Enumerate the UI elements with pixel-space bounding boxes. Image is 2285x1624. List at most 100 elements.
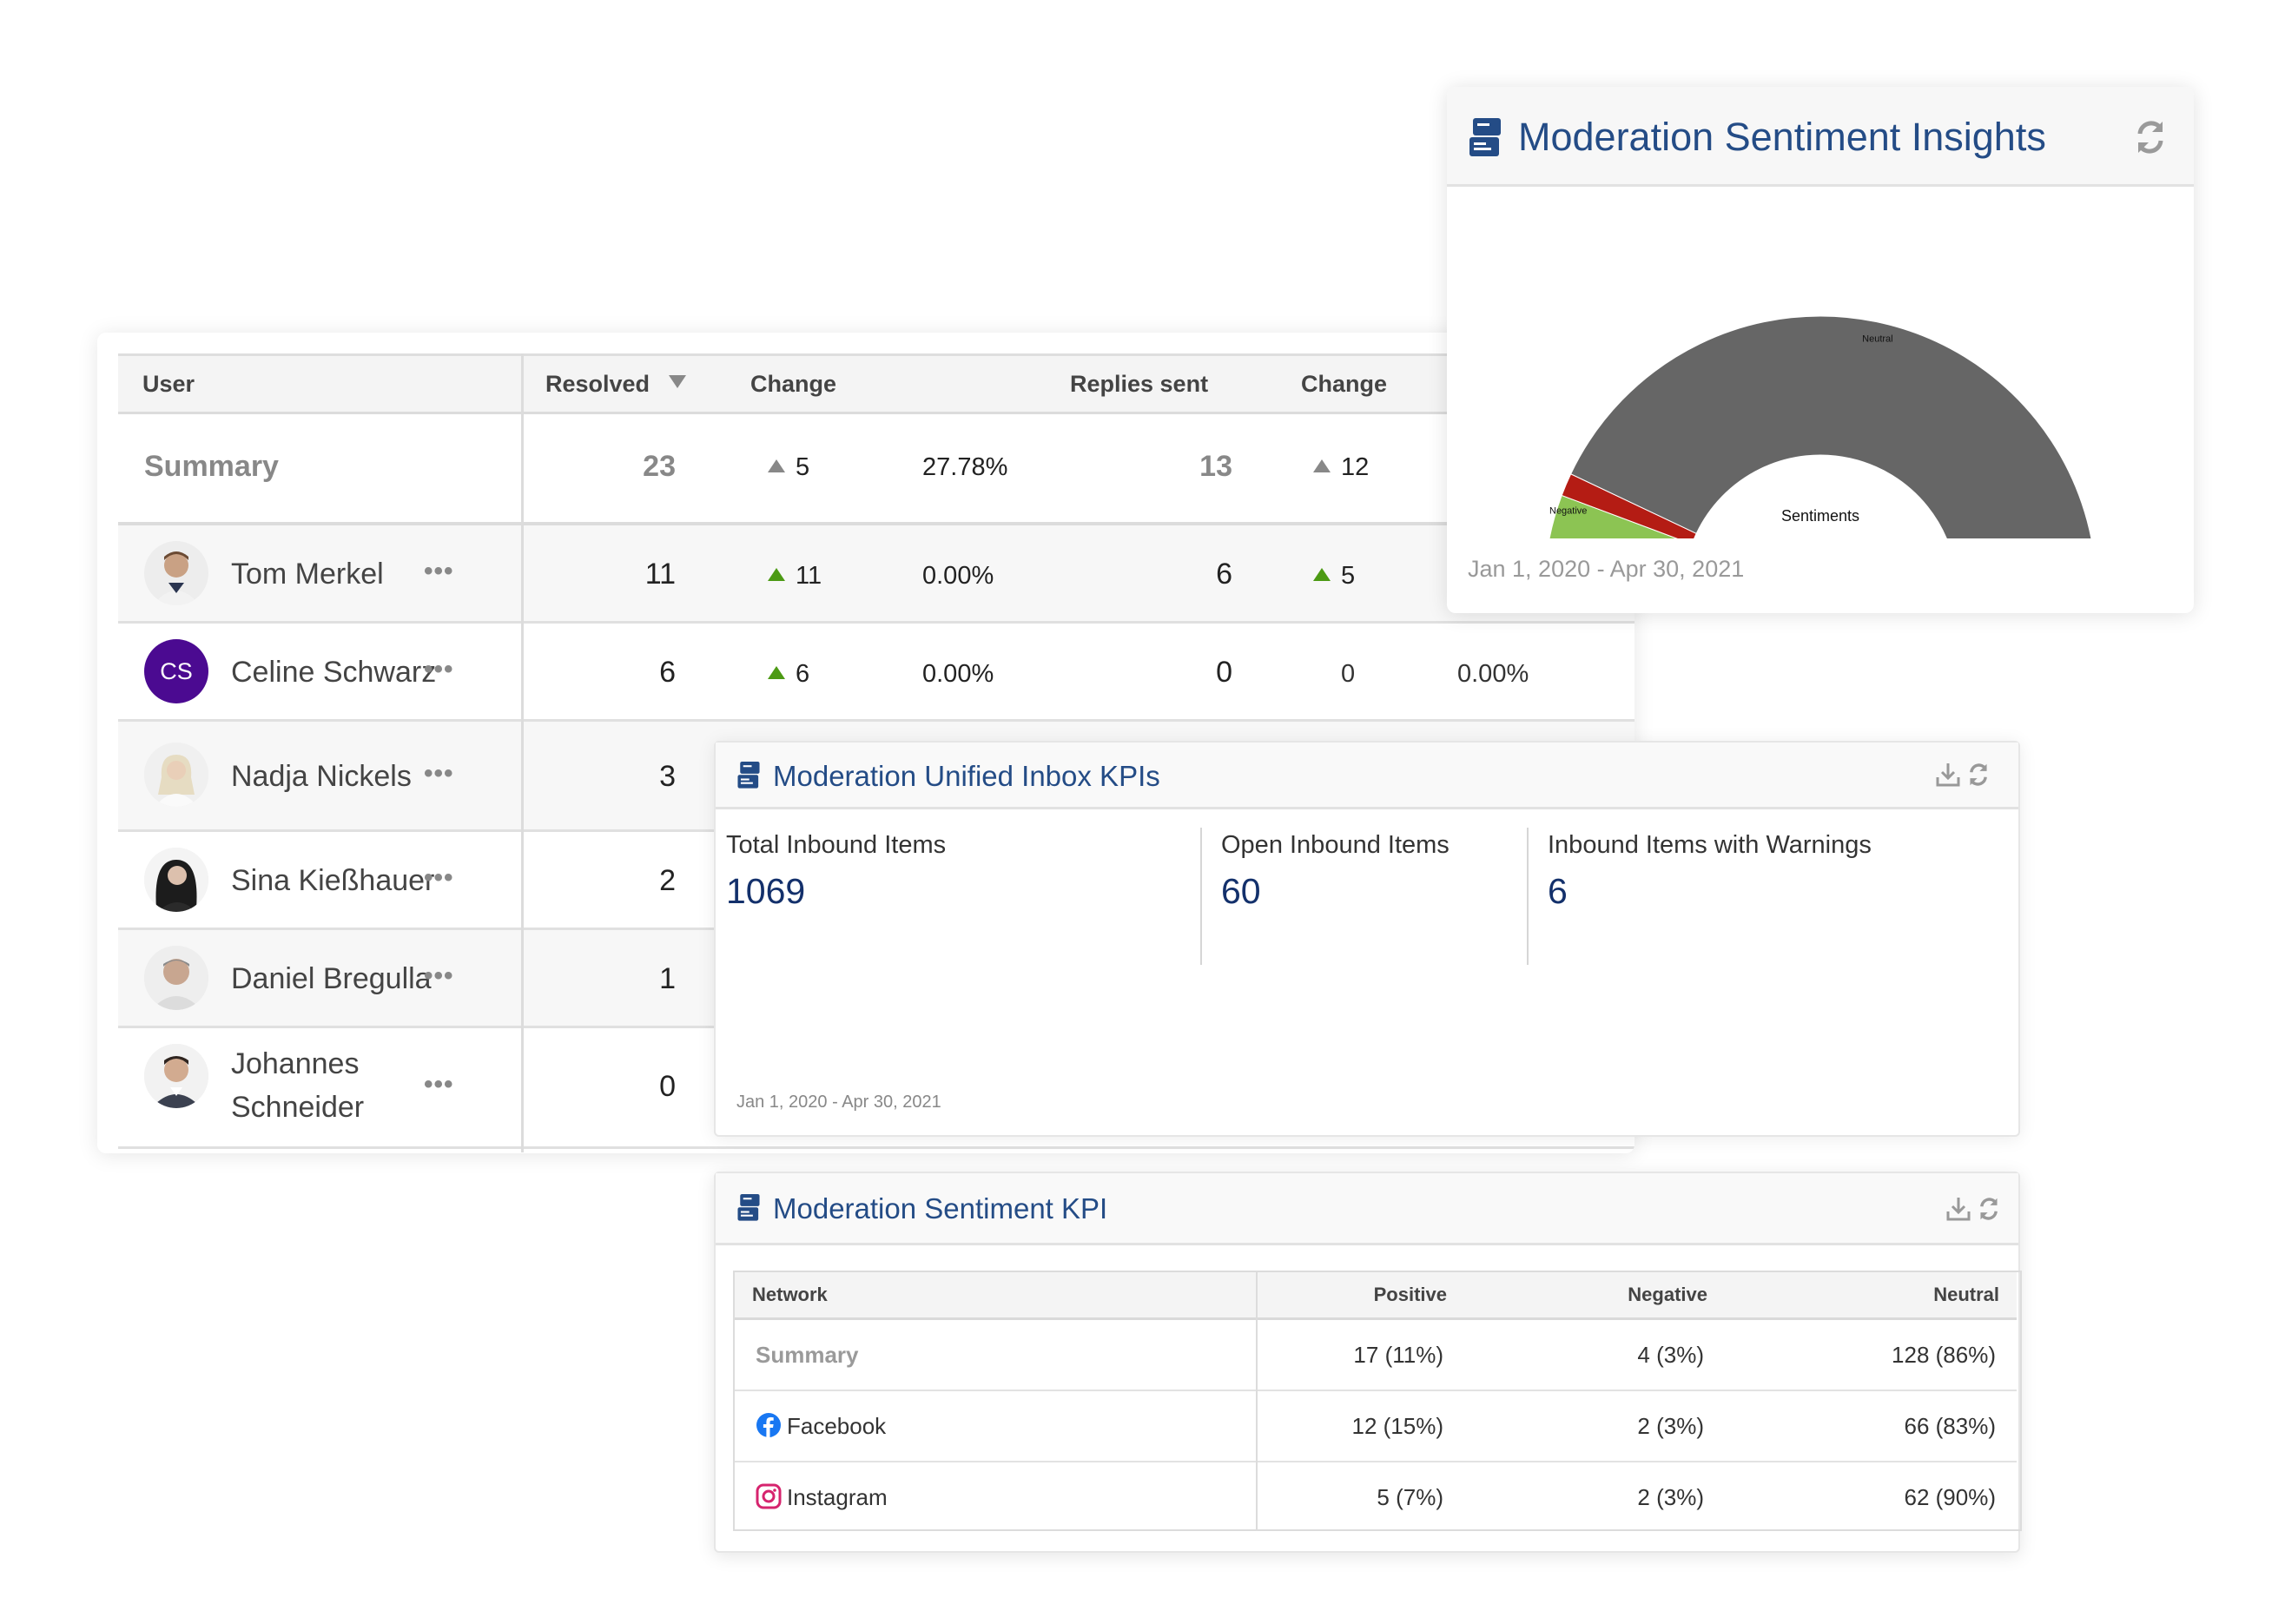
header-replies-sent[interactable]: Replies sent (1070, 371, 1209, 397)
facebook-icon (756, 1413, 781, 1438)
user-name-line1[interactable]: Johannes (231, 1047, 360, 1080)
chart-center-label: Sentiments (1781, 507, 1859, 525)
refresh-icon[interactable] (1966, 762, 1991, 792)
header-resolved[interactable]: Resolved (545, 356, 687, 412)
report-icon (1468, 118, 1502, 162)
header-negative[interactable]: Negative (1628, 1284, 1707, 1305)
resolved-value: 11 (644, 558, 676, 591)
network-name: Facebook (787, 1413, 887, 1439)
kpi-value-open: 60 (1221, 871, 1261, 911)
resolved-change-value: 6 (796, 660, 810, 688)
more-icon[interactable]: ••• (424, 759, 454, 788)
summary-change-pct: 27.78% (922, 453, 1008, 481)
replies-sent-value: 6 (1216, 558, 1232, 591)
up-arrow-icon (1313, 567, 1331, 581)
network-name: Summary (756, 1342, 859, 1368)
slice-neutral[interactable] (1569, 315, 2097, 538)
header-replies-change[interactable]: Change (1301, 371, 1388, 397)
avatar (144, 1044, 208, 1108)
slice-label-negative: Negative (1549, 505, 1587, 516)
sentiment-kpi-panel: Moderation Sentiment KPI Network Positiv… (714, 1172, 2022, 1553)
header-network[interactable]: Network (752, 1284, 828, 1305)
refresh-icon[interactable] (1977, 1196, 2001, 1226)
summary-change: 5 (768, 453, 809, 482)
user-name-line2[interactable]: Schneider (231, 1091, 365, 1124)
kpi-divider (1527, 828, 1529, 965)
header-neutral[interactable]: Neutral (1933, 1284, 1999, 1305)
up-arrow-icon (768, 459, 785, 472)
negative-value: 4 (3%) (1637, 1342, 1704, 1368)
table-header: Network Positive Negative Neutral (735, 1272, 2017, 1320)
summary-replies-change-value: 12 (1341, 453, 1370, 481)
resolved-value: 1 (659, 962, 676, 995)
sentiment-insights-panel: Moderation Sentiment Insights PositiveNe… (1447, 87, 2194, 613)
neutral-value: 62 (90%) (1904, 1484, 1997, 1510)
resolved-value: 6 (659, 656, 676, 689)
more-icon[interactable]: ••• (424, 1070, 454, 1099)
network-cell: Instagram (756, 1462, 888, 1532)
kpi-value-warnings: 6 (1548, 871, 1568, 911)
up-arrow-icon (768, 665, 785, 679)
user-name[interactable]: Tom Merkel (231, 558, 384, 591)
neutral-value: 128 (86%) (1892, 1342, 1996, 1368)
avatar: CS (144, 639, 208, 703)
positive-value: 12 (15%) (1351, 1413, 1444, 1439)
kpi-value-total: 1069 (726, 871, 806, 911)
negative-value: 2 (3%) (1637, 1413, 1704, 1439)
table-row[interactable]: CS Celine Schwarz ••• 6 6 0.00% 0 0 0.00… (118, 624, 1635, 722)
avatar (144, 946, 208, 1010)
slice-label-neutral: Neutral (1862, 333, 1892, 344)
column-divider (521, 353, 524, 1152)
header-change[interactable]: Change (750, 371, 837, 397)
table-row[interactable]: Summary 17 (11%) 4 (3%) 128 (86%) (735, 1320, 2017, 1391)
positive-value: 5 (7%) (1377, 1484, 1443, 1510)
table-row[interactable]: Tom Merkel ••• 11 11 0.00% 6 5 (118, 525, 1635, 624)
summary-label: Summary (144, 450, 279, 483)
header-positive[interactable]: Positive (1373, 1284, 1447, 1305)
report-icon (736, 1194, 761, 1226)
up-arrow-icon (768, 567, 785, 581)
kpi-label-total: Total Inbound Items (726, 831, 947, 859)
replies-sent-value: 0 (1216, 656, 1232, 689)
header-resolved-label: Resolved (545, 371, 650, 397)
table-row[interactable]: Facebook 12 (15%) 2 (3%) 66 (83%) (735, 1391, 2017, 1462)
resolved-change: 6 (768, 660, 809, 689)
replies-change: 5 (1313, 562, 1355, 591)
refresh-icon[interactable] (2133, 118, 2168, 161)
download-icon[interactable] (1945, 1196, 1971, 1226)
resolved-value: 0 (659, 1070, 676, 1103)
neutral-value: 66 (83%) (1904, 1413, 1997, 1439)
summary-replies-change: 12 (1313, 453, 1369, 482)
kpi-label-warnings: Inbound Items with Warnings (1548, 831, 1872, 859)
table-row[interactable]: Instagram 5 (7%) 2 (3%) 62 (90%) (735, 1462, 2017, 1532)
header-user[interactable]: User (142, 371, 195, 397)
table-header: User Resolved Change Replies sent Change (118, 353, 1635, 414)
more-icon[interactable]: ••• (424, 557, 454, 585)
resolved-value: 3 (659, 760, 676, 793)
more-icon[interactable]: ••• (424, 961, 454, 990)
summary-row: Summary 23 5 27.78% 13 12 (118, 412, 1635, 525)
panel-header: Moderation Sentiment KPI (716, 1173, 2018, 1245)
date-range: Jan 1, 2020 - Apr 30, 2021 (1468, 556, 1745, 582)
instagram-icon (756, 1483, 782, 1509)
replies-change-value: 5 (1341, 562, 1356, 590)
download-icon[interactable] (1935, 762, 1961, 792)
summary-change-value: 5 (796, 453, 810, 481)
sentiment-kpi-table: Network Positive Negative Neutral Summar… (733, 1271, 2022, 1531)
summary-resolved: 23 (643, 450, 676, 483)
table-row[interactable]: Johannes Schneider ••• 0 (118, 1028, 1635, 1149)
panel-header: Moderation Unified Inbox KPIs (716, 743, 2018, 809)
summary-replies-sent: 13 (1199, 450, 1232, 483)
user-name[interactable]: Daniel Bregulla (231, 962, 432, 995)
kpi-divider (1200, 828, 1202, 965)
sort-desc-icon[interactable] (669, 375, 687, 389)
network-cell: Facebook (756, 1391, 886, 1461)
more-icon[interactable]: ••• (424, 655, 454, 683)
positive-value: 17 (11%) (1353, 1342, 1443, 1368)
replies-change-value: 0 (1341, 660, 1356, 688)
user-name[interactable]: Celine Schwarz (231, 656, 437, 689)
user-name[interactable]: Sina Kießhauer (231, 864, 435, 897)
more-icon[interactable]: ••• (424, 863, 454, 892)
resolved-value: 2 (659, 864, 676, 897)
user-name[interactable]: Nadja Nickels (231, 760, 412, 793)
